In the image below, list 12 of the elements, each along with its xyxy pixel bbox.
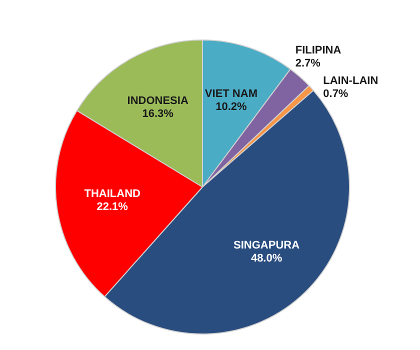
slice-label: LAIN-LAIN [323,75,378,88]
slice-label: SINGAPURA [234,239,300,252]
data-label: 0.7% [323,88,348,100]
data-label: 16.3% [142,108,174,120]
data-label: 2.7% [295,58,321,70]
slice-label: VIET NAM [204,88,258,100]
data-label: 48.0% [250,252,282,264]
data-label: 10.2% [216,101,248,114]
slice-label: INDONESIA [127,95,188,108]
slice-label: FILIPINA [295,44,342,57]
slice-label: THAILAND [84,188,141,200]
data-label: 22.1% [96,200,128,213]
